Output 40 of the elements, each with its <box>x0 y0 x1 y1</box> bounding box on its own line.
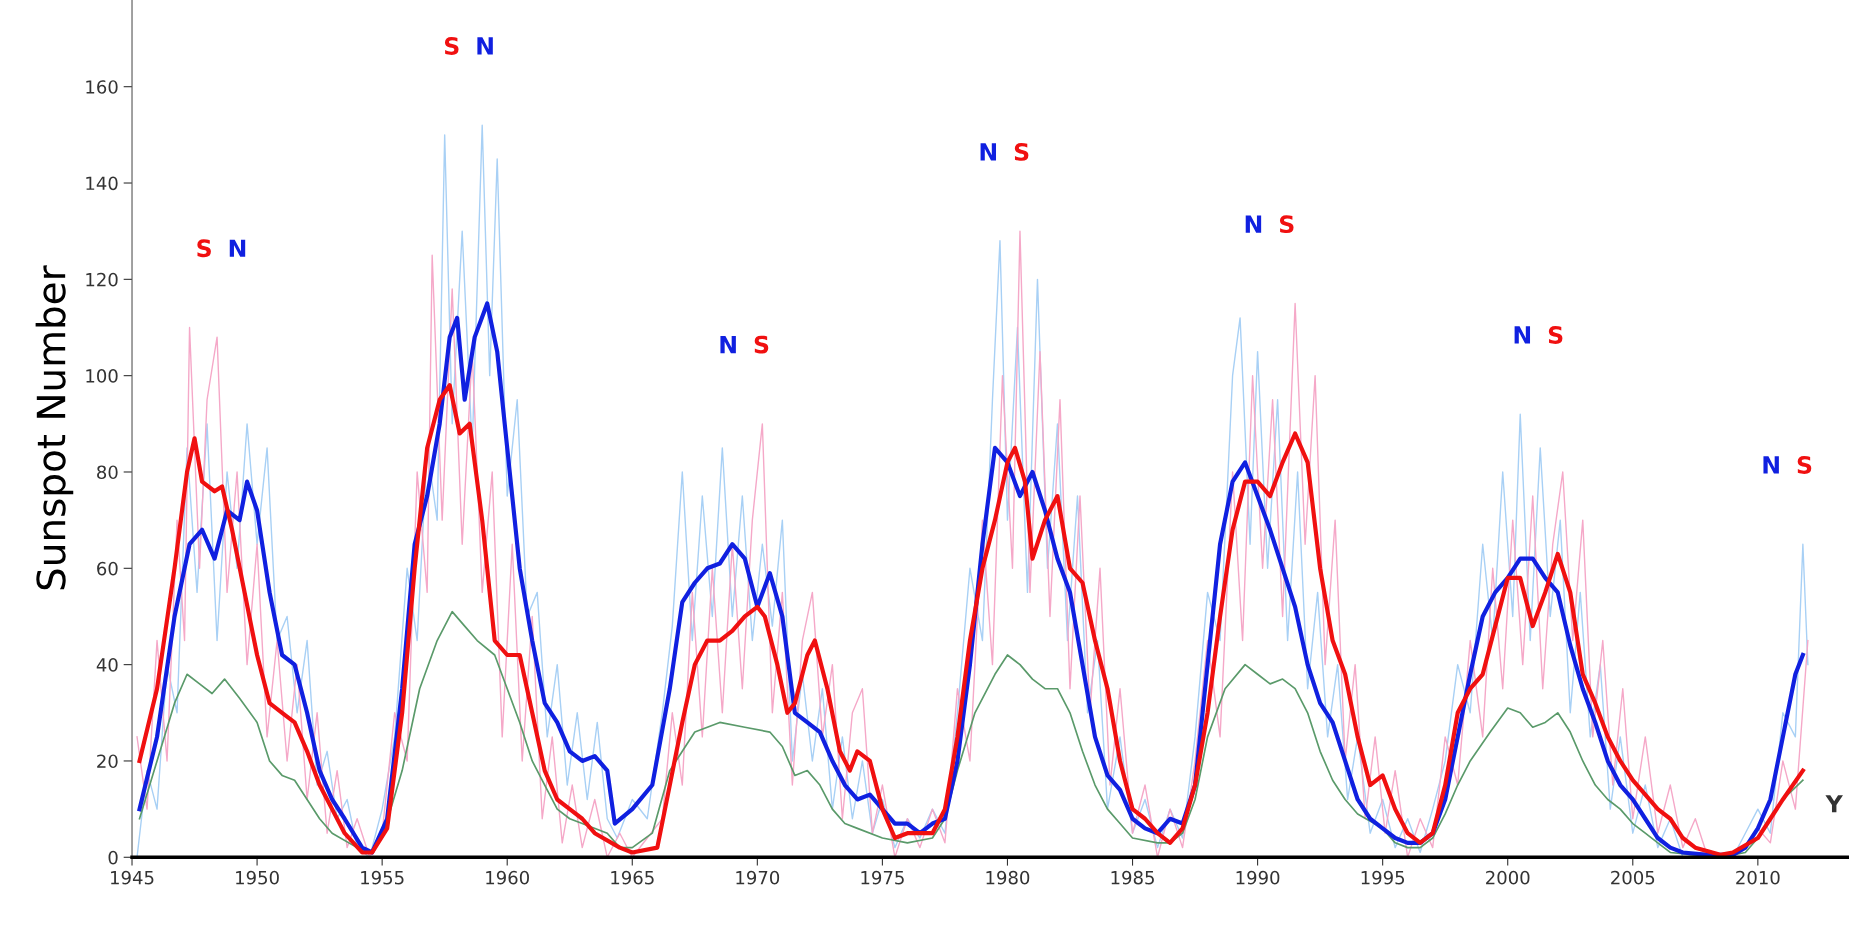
x-tick-label: 1990 <box>1236 870 1280 885</box>
x-tick-label: 1965 <box>611 870 654 885</box>
x-tick-label: 1975 <box>861 870 904 885</box>
text: N <box>980 143 997 161</box>
y-tick-label: 20 <box>97 754 118 769</box>
x-tick-label: 1985 <box>1111 870 1154 885</box>
y-tick-label: 60 <box>97 561 118 576</box>
y-tick-label: 40 <box>96 658 118 672</box>
line-series <box>138 610 1804 856</box>
text: S <box>197 239 211 258</box>
x-tick-label: 1945 <box>111 870 154 885</box>
text: N <box>1763 456 1779 474</box>
x-tick-label: 1970 <box>736 870 780 885</box>
y-axis-title: Sunspot Number <box>35 265 74 590</box>
text: N <box>720 335 736 354</box>
x-tick-label: 2005 <box>1611 870 1655 885</box>
text: N <box>1514 326 1531 344</box>
x-tick-label: 1950 <box>236 870 279 885</box>
y-tick-label: 0 <box>108 850 118 865</box>
y-tick-label: 140 <box>86 176 118 191</box>
y-tick-label: 80 <box>97 465 118 480</box>
y-tick-label: 120 <box>86 272 118 287</box>
y-tick-label: 100 <box>86 369 118 383</box>
x-tick-label: 2000 <box>1486 870 1530 885</box>
text: N <box>229 239 246 257</box>
x-tick-label: 1955 <box>361 870 404 885</box>
x-tick-label: 2010 <box>1736 870 1780 885</box>
text: S <box>1014 143 1029 161</box>
text: S <box>1279 215 1294 234</box>
x-tick-label: 1995 <box>1361 870 1405 885</box>
text: S <box>754 335 769 354</box>
x-tick-label: 1980 <box>986 870 1030 885</box>
y-tick-label: 160 <box>86 80 118 94</box>
x-tick-label: 1960 <box>486 870 529 885</box>
text: N <box>1245 215 1262 233</box>
text: S <box>1797 456 1812 474</box>
text: N <box>477 37 493 55</box>
text: S <box>1548 326 1563 344</box>
text: S <box>444 37 459 55</box>
annotation: Y <box>1825 795 1843 813</box>
